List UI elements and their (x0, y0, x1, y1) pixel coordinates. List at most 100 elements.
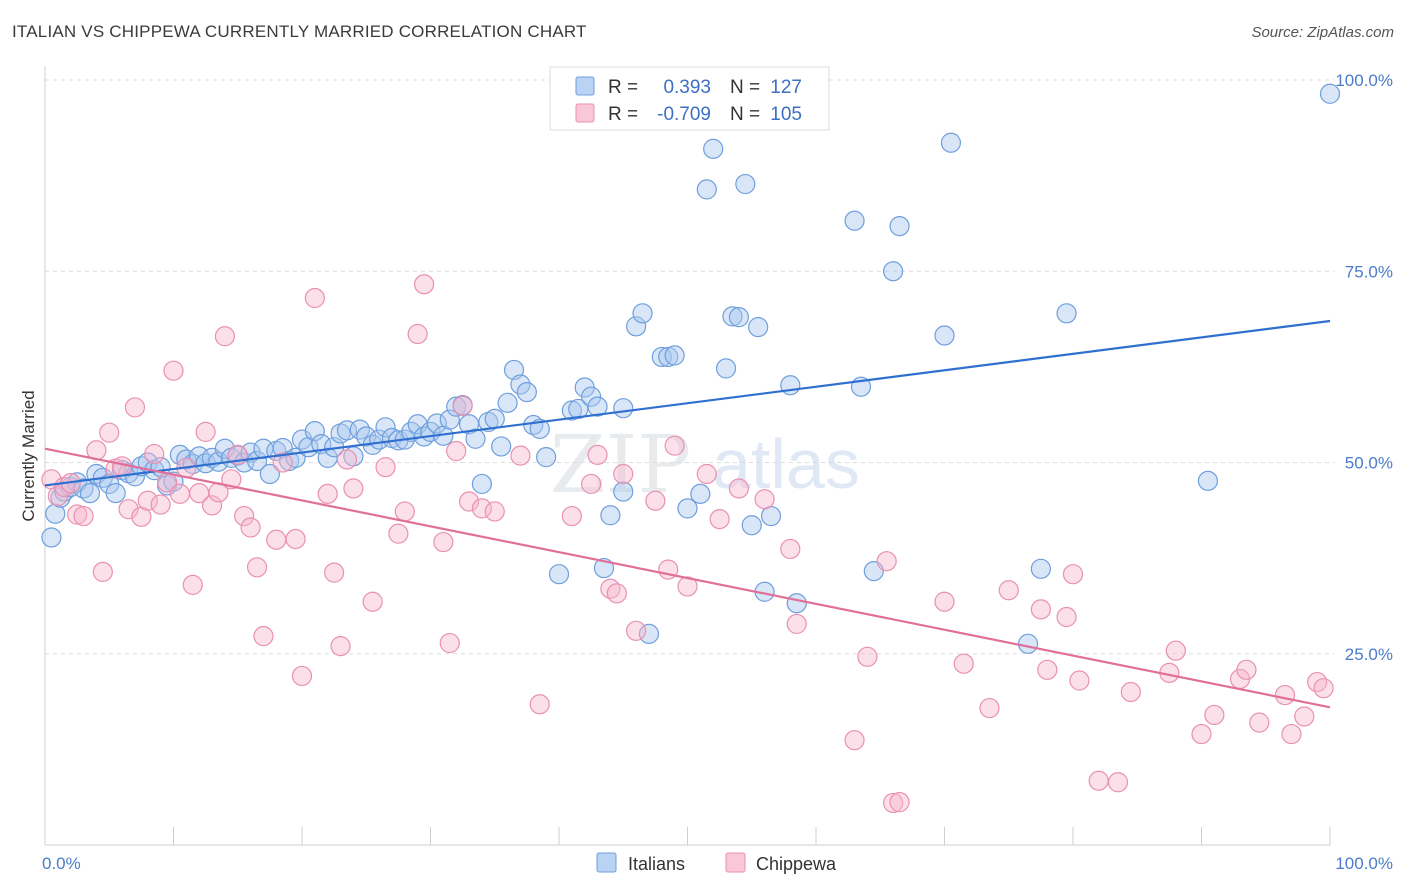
chippewa-point (182, 574, 203, 596)
x-tick-label: 100.0% (1335, 854, 1393, 873)
chippewa-swatch (575, 103, 595, 123)
chippewa-point (1165, 640, 1186, 661)
italians-point (658, 346, 679, 368)
italians-point (786, 593, 807, 614)
chippewa-point (253, 626, 274, 647)
tick-labels: 25.0% 50.0% 75.0% 100.0% 0.0% 100.0% (42, 71, 1393, 873)
chippewa-point (362, 591, 383, 612)
italians-point (41, 527, 62, 548)
chippewa-point (1062, 564, 1084, 585)
legend-n-label-italians: N = (730, 77, 760, 98)
italians-point (600, 505, 621, 526)
italians-point (638, 623, 660, 644)
chippewa-point (1069, 670, 1090, 691)
chippewa-point (484, 501, 505, 522)
chippewa-point (201, 495, 223, 516)
chippewa-point (452, 395, 473, 416)
italians-legend-label[interactable]: Italians (628, 854, 685, 874)
italians-legend-swatch[interactable] (596, 852, 617, 873)
italians-point (587, 396, 608, 417)
chippewa-point (786, 613, 807, 635)
italians-point (728, 307, 750, 328)
italians-point (664, 345, 685, 366)
chippewa-point (998, 580, 1019, 601)
chippewa-point (471, 498, 492, 519)
italians-point (446, 396, 467, 417)
italians-point (703, 138, 724, 159)
chippewa-point (169, 483, 191, 504)
chippewa-point (696, 463, 717, 485)
italians-point (735, 173, 756, 195)
italians-point (497, 392, 518, 413)
chippewa-point (375, 456, 396, 478)
chippewa-point (324, 562, 345, 583)
chippewa-point (510, 445, 531, 466)
grid-lines (45, 79, 1335, 655)
stats-legend: R = 0.393 N = 127 R = -0.709 N = 105 (549, 66, 830, 131)
chippewa-point (1274, 684, 1296, 706)
y-tick-label: 25.0% (1345, 645, 1393, 664)
chippewa-point (561, 505, 582, 527)
y-tick-label: 75.0% (1345, 262, 1393, 281)
chippewa-point (844, 730, 865, 751)
stats-legend-box (549, 66, 830, 131)
chippewa-point (1281, 723, 1302, 745)
chippewa-point (394, 501, 415, 522)
italians-point (491, 436, 512, 457)
chippewa-legend-label[interactable]: Chippewa (756, 854, 837, 874)
chippewa-point (979, 697, 1000, 719)
chippewa-point (754, 489, 775, 510)
chart-title: ITALIAN VS CHIPPEWA CURRENTLY MARRIED CO… (12, 22, 587, 41)
chippewa-point (195, 421, 216, 442)
chippewa-point (625, 620, 647, 641)
italians-point (1030, 558, 1051, 579)
chippewa-point (407, 323, 428, 345)
italians-point (259, 463, 280, 485)
chippewa-point (529, 694, 550, 715)
chippewa-point (150, 494, 171, 515)
italians-point (934, 325, 955, 346)
chippewa-point (728, 478, 750, 499)
chippewa-point (645, 490, 666, 511)
series-legend[interactable]: Italians Chippewa (596, 852, 837, 874)
legend-n-value-italians: 127 (770, 77, 802, 98)
italians-point (548, 564, 570, 585)
chippewa-point (343, 478, 364, 499)
chippewa-point (118, 499, 139, 520)
chippewa-point (214, 326, 235, 347)
chippewa-point (664, 435, 685, 456)
chippewa-point (587, 444, 608, 465)
legend-n-label-chippewa: N = (730, 104, 760, 125)
italians-swatch (575, 76, 595, 96)
y-tick-label: 100.0% (1335, 71, 1393, 90)
chippewa-point (336, 449, 358, 470)
italians-point (529, 418, 550, 439)
italians-point (677, 498, 698, 519)
chippewa-point (124, 397, 146, 418)
chippewa-point (388, 523, 409, 544)
legend-r-value-italians: 0.393 (663, 77, 711, 98)
italians-point (889, 216, 910, 237)
italians-point (882, 261, 904, 282)
legend-n-value-chippewa: 105 (770, 104, 802, 125)
chippewa-point (1249, 712, 1270, 733)
chippewa-point (709, 509, 730, 530)
italians-point (1319, 83, 1341, 104)
chippewa-legend-swatch[interactable] (725, 852, 746, 873)
italians-point (45, 503, 66, 524)
italians-point (1017, 633, 1039, 654)
y-axis-label: Currently Married (19, 390, 38, 521)
chippewa-point (953, 653, 974, 674)
chippewa-point (413, 274, 435, 295)
italians-point (304, 421, 325, 442)
chippewa-point (581, 473, 602, 495)
italians-point (471, 473, 492, 495)
chippewa-point (240, 517, 261, 538)
watermark: ZIP atlas (550, 418, 860, 511)
trend-lines (44, 319, 1331, 709)
chippewa-point (780, 538, 801, 560)
chippewa-point (876, 551, 897, 572)
chippewa-point (857, 646, 878, 667)
chippewa-point (458, 491, 480, 512)
